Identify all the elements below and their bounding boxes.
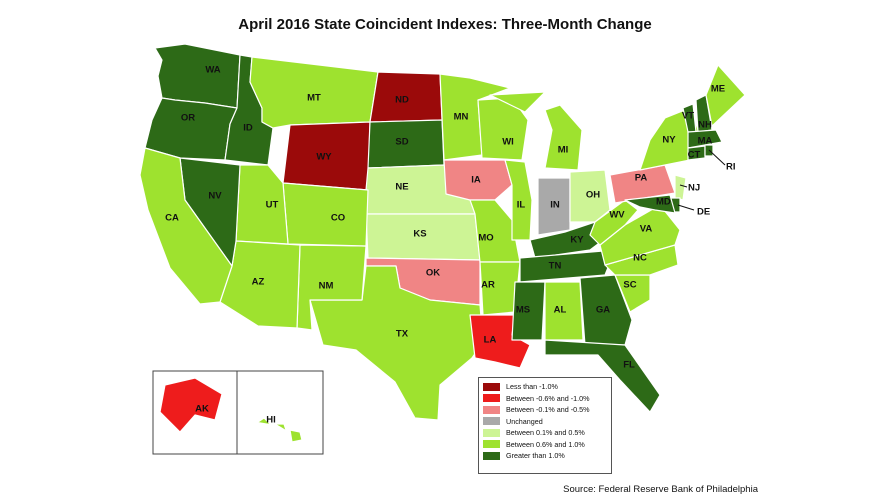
state-label-ky: KY [570, 235, 584, 246]
state-ct [687, 145, 706, 161]
legend-label: Unchanged [506, 416, 543, 426]
state-label-mo: MO [478, 233, 493, 244]
legend-swatch [483, 394, 500, 403]
legend-item: Greater than 1.0% [483, 450, 607, 462]
inset-box [152, 370, 324, 455]
state-label-la: LA [484, 335, 497, 346]
legend-label: Between -0.6% and -1.0% [506, 393, 590, 403]
state-label-ia: IA [471, 175, 481, 186]
state-label-al: AL [554, 305, 567, 316]
state-label-ks: KS [413, 229, 426, 240]
state-label-nv: NV [208, 191, 222, 202]
legend-label: Greater than 1.0% [506, 451, 565, 461]
state-label-ms: MS [516, 305, 530, 316]
state-label-wv: WV [609, 210, 625, 221]
state-hi [257, 417, 303, 443]
state-label-wa: WA [205, 65, 220, 76]
state-label-ma: MA [698, 136, 713, 147]
leader-line [679, 184, 688, 188]
legend-swatch [483, 382, 500, 391]
state-label-mn: MN [454, 112, 469, 123]
legend-item: Between -0.6% and -1.0% [483, 393, 607, 405]
state-label-md: MD [656, 197, 671, 208]
state-label-in: IN [550, 200, 560, 211]
state-ut [235, 164, 289, 245]
state-label-pa: PA [635, 173, 648, 184]
state-mi [489, 91, 583, 171]
state-label-mi: MI [558, 145, 569, 156]
state-label-wy: WY [316, 152, 332, 163]
state-label-ny: NY [662, 135, 676, 146]
source-note: Source: Federal Reserve Bank of Philadel… [563, 484, 758, 495]
state-tx [309, 265, 484, 421]
state-label-ak: AK [195, 404, 209, 415]
state-label-fl: FL [623, 360, 635, 371]
state-label-sd: SD [395, 137, 408, 148]
leader-line [677, 204, 695, 211]
state-label-ca: CA [165, 213, 179, 224]
state-label-mt: MT [307, 93, 321, 104]
legend-label: Less than -1.0% [506, 382, 558, 392]
legend-item: Between 0.1% and 0.5% [483, 427, 607, 439]
state-label-il: IL [517, 200, 526, 211]
state-label-de: DE [697, 207, 710, 218]
state-label-ga: GA [596, 305, 610, 316]
legend-swatch [483, 440, 500, 449]
legend-item: Between 0.6% and 1.0% [483, 439, 607, 451]
state-label-az: AZ [252, 277, 265, 288]
state-al [544, 281, 584, 341]
state-label-me: ME [711, 84, 725, 95]
state-label-hi: HI [266, 415, 276, 426]
legend-swatch [483, 428, 500, 437]
state-label-nd: ND [395, 95, 409, 106]
state-label-or: OR [181, 113, 195, 124]
state-ak [159, 377, 223, 433]
state-tn [519, 249, 616, 283]
state-md [624, 194, 676, 214]
legend-item: Between -0.1% and -0.5% [483, 404, 607, 416]
state-label-vt: VT [682, 111, 694, 122]
state-ms [511, 281, 546, 341]
state-label-ut: UT [266, 200, 279, 211]
state-fl [544, 339, 661, 413]
map-title: April 2016 State Coincident Indexes: Thr… [238, 16, 652, 33]
state-ma [687, 129, 723, 149]
legend-swatch [483, 451, 500, 460]
state-label-id: ID [243, 123, 253, 134]
state-label-sc: SC [623, 280, 636, 291]
legend-label: Between 0.6% and 1.0% [506, 439, 585, 449]
legend-label: Between 0.1% and 0.5% [506, 428, 585, 438]
state-label-ct: CT [688, 150, 701, 161]
state-label-ar: AR [481, 280, 495, 291]
legend-label: Between -0.1% and -0.5% [506, 405, 590, 415]
legend-swatch [483, 417, 500, 426]
state-co [282, 182, 369, 247]
leader-line [708, 149, 726, 166]
state-label-wi: WI [502, 137, 514, 148]
legend-item: Unchanged [483, 416, 607, 428]
state-or [144, 97, 238, 161]
state-nj [674, 174, 687, 201]
state-ca [139, 147, 233, 305]
state-me [705, 64, 746, 127]
state-label-nj: NJ [688, 183, 700, 194]
legend-swatch [483, 405, 500, 414]
state-label-tx: TX [396, 329, 409, 340]
state-label-ne: NE [395, 182, 408, 193]
state-label-tn: TN [549, 261, 562, 272]
legend-item: Less than -1.0% [483, 381, 607, 393]
state-label-nm: NM [319, 281, 334, 292]
state-label-ok: OK [426, 268, 440, 279]
state-label-nc: NC [633, 253, 647, 264]
map-legend: Less than -1.0% Between -0.6% and -1.0% Be… [478, 377, 612, 474]
state-label-nh: NH [698, 120, 712, 131]
state-label-va: VA [640, 224, 653, 235]
state-label-oh: OH [586, 190, 600, 201]
state-label-ri: RI [726, 162, 736, 173]
state-label-co: CO [331, 213, 345, 224]
state-ga [579, 274, 633, 346]
